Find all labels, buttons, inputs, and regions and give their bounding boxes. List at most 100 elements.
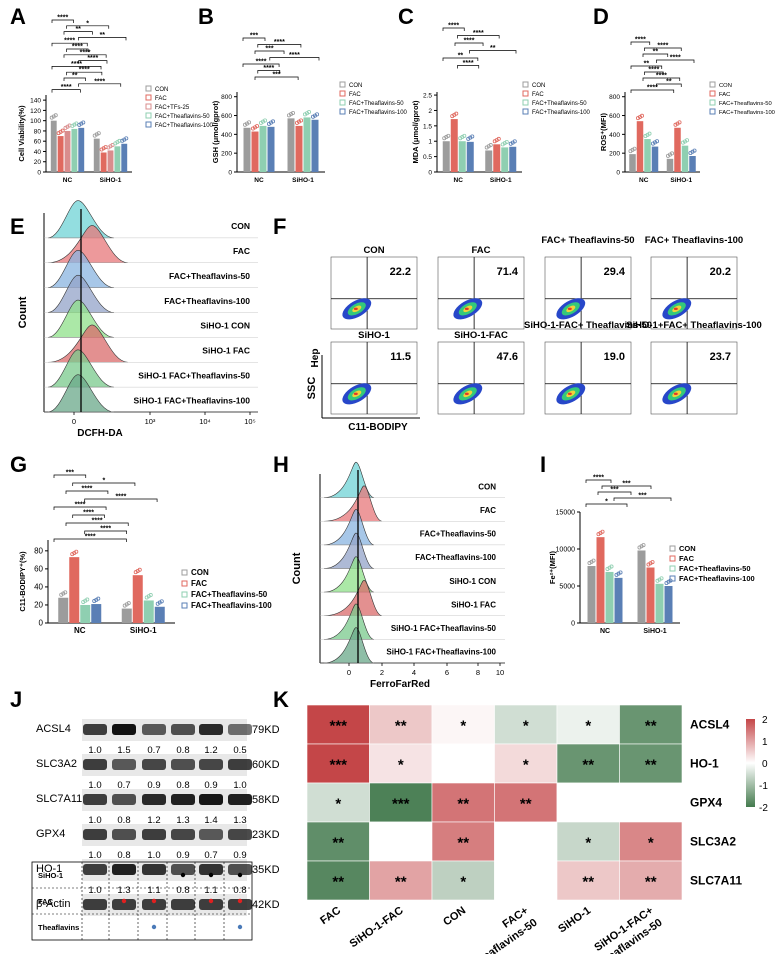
significance-bracket	[53, 474, 87, 478]
significance-label: **	[75, 26, 81, 33]
bar-chart-g: 0 20 40 60 80 C11-BODIPY⁺(%) NC SiHO-1 CON FAC FAC…	[18, 470, 272, 636]
legend-label: FAC+Theaflavins-100	[191, 601, 272, 610]
legend-label: FAC	[679, 554, 695, 563]
bar	[442, 141, 450, 172]
data-point	[591, 558, 596, 563]
data-point	[110, 143, 115, 148]
legend-label: CON	[719, 83, 732, 89]
cell-significance: **	[457, 796, 469, 813]
data-point	[685, 138, 690, 143]
cell-significance: **	[520, 796, 532, 813]
x-axis-label: C11-BODIPY	[348, 422, 408, 433]
track-label: FAC+Theaflavins-50	[420, 530, 497, 539]
significance-bracket	[63, 77, 86, 81]
band-quantification: 0.8	[233, 885, 246, 896]
plot-title: FAC+ Theaflavins-50	[541, 235, 634, 246]
data-point	[496, 136, 501, 141]
x-tick-label: SiHO-1	[292, 177, 314, 184]
heatmap-cell	[306, 782, 370, 823]
treatment-dot	[237, 898, 243, 904]
colorbar-tick: -1	[759, 781, 768, 792]
significance-label: **	[458, 53, 464, 60]
significance-label: ****	[448, 23, 459, 30]
significance-label: **	[100, 32, 106, 39]
y-tick-label: 1.5	[423, 123, 432, 130]
blot-band	[171, 829, 195, 840]
significance-bracket	[613, 497, 672, 501]
legend-marker	[339, 81, 346, 88]
data-point	[677, 120, 682, 125]
gate-percentage: 22.2	[390, 266, 411, 278]
heatmap-cell	[431, 782, 495, 823]
track-label: SiHO-1 FAC	[202, 346, 250, 356]
bar	[267, 126, 275, 172]
significance-bracket	[53, 538, 127, 542]
panel-letter-k: K	[273, 687, 289, 712]
y-tick-label: 600	[221, 113, 232, 120]
y-tick-label: 200	[609, 151, 620, 158]
histogram-e: CON FAC FAC+Theaflavins-50 FAC+Theaflavins-…	[17, 200, 258, 439]
y-tick-label: 80	[34, 128, 42, 135]
significance-label: ****	[71, 61, 82, 68]
significance-bracket	[72, 514, 105, 518]
y-tick-label: 40	[34, 149, 42, 156]
data-point	[655, 139, 660, 144]
column-label: FAC	[318, 905, 343, 927]
significance-bracket	[51, 89, 81, 93]
bar	[311, 119, 319, 172]
population-peak	[673, 392, 678, 396]
bar	[666, 158, 674, 172]
band-quantification: 1.0	[88, 850, 101, 861]
legend-label: CON	[532, 83, 545, 89]
molecular-weight: 60KD	[252, 759, 280, 771]
significance-bracket	[656, 83, 682, 87]
significance-bracket	[269, 57, 320, 61]
data-point	[641, 543, 646, 548]
treatment-dot	[208, 898, 214, 904]
significance-bracket	[642, 77, 681, 81]
legend-label: FAC	[532, 92, 544, 98]
bar	[614, 577, 623, 623]
y-tick-label: 400	[609, 132, 620, 139]
plot-frame	[437, 256, 525, 330]
colorbar-tick: 1	[762, 737, 768, 748]
data-point	[446, 133, 451, 138]
heatmap-cell	[306, 860, 370, 901]
plot-title: SiHO-1+FAC+ Theaflavins-100	[626, 320, 762, 331]
bar-chart-d: 0 200 400 600 800 ROS⁺(MFI) NC SiHO-1 CON FAC FAC+…	[599, 37, 775, 185]
band-quantification: 0.9	[176, 850, 189, 861]
molecular-weight: 35KD	[252, 864, 280, 876]
panel-letter-e: E	[10, 214, 25, 239]
flow-cytometry-f: CON 22.2 FAC 71.4 FAC+ Theaflavins-50 29.4 FAC…	[306, 235, 762, 433]
cell-significance: *	[585, 835, 591, 852]
legend-marker	[669, 545, 676, 552]
bar	[587, 566, 596, 623]
significance-label: ***	[622, 481, 630, 488]
significance-label: *	[605, 499, 608, 506]
histogram-track	[47, 324, 129, 363]
population-peak	[567, 307, 572, 311]
legend-label: CON	[191, 568, 209, 577]
significance-bracket	[84, 498, 158, 502]
legend-label: CON	[679, 544, 696, 553]
gate-percentage: 29.4	[604, 266, 626, 278]
y-axis-label: GSH (μmol/gprot)	[211, 100, 220, 163]
plot-title: SiHO-1-FAC+ Theaflavins-50	[524, 320, 652, 331]
bar	[121, 143, 128, 172]
legend-label: FAC+Theaflavins-50	[719, 101, 772, 107]
column-label: SiHO-1-FAC	[348, 905, 406, 951]
y-tick-label: 15000	[556, 510, 576, 517]
y-axis-label: Cell Viability(%)	[17, 105, 26, 162]
molecular-weight: 58KD	[252, 794, 280, 806]
bar	[251, 131, 259, 172]
cell-significance: *	[460, 874, 466, 891]
x-tick-label: SiHO-1	[490, 177, 512, 184]
significance-bracket	[78, 60, 108, 64]
heatmap-cell	[431, 743, 495, 784]
significance-label: ***	[272, 72, 280, 79]
bar	[91, 604, 102, 623]
significance-bracket	[51, 66, 102, 70]
blot-band	[171, 759, 195, 770]
significance-bracket	[630, 41, 651, 45]
band-quantification: 0.5	[233, 745, 246, 756]
